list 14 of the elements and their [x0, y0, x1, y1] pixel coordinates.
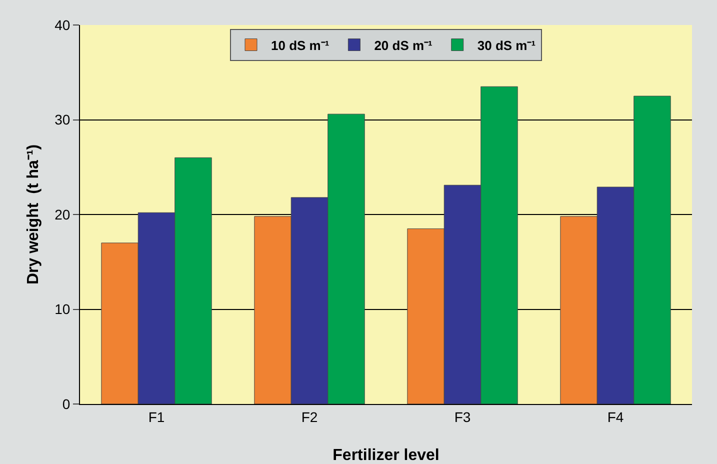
x-tick-label: F1 — [148, 408, 165, 425]
y-tick-label: 0 — [62, 396, 70, 412]
legend-label: 10 dS m⁻¹ — [271, 38, 330, 53]
y-tick-label: 10 — [54, 301, 70, 318]
x-tick-label: F2 — [301, 408, 318, 425]
y-tick-label: 30 — [54, 112, 70, 128]
legend-label: 30 dS m⁻¹ — [477, 38, 536, 53]
x-tick-label: F4 — [607, 408, 624, 425]
x-axis-title: Fertilizer level — [332, 447, 440, 464]
y-tick-label: 20 — [54, 206, 70, 222]
y-tick-label: 40 — [54, 16, 70, 33]
legend-label: 20 dS m⁻¹ — [374, 38, 432, 53]
y-axis-title: Dry weight (t ha⁻¹) — [25, 144, 42, 285]
x-tick-label: F3 — [454, 408, 471, 425]
